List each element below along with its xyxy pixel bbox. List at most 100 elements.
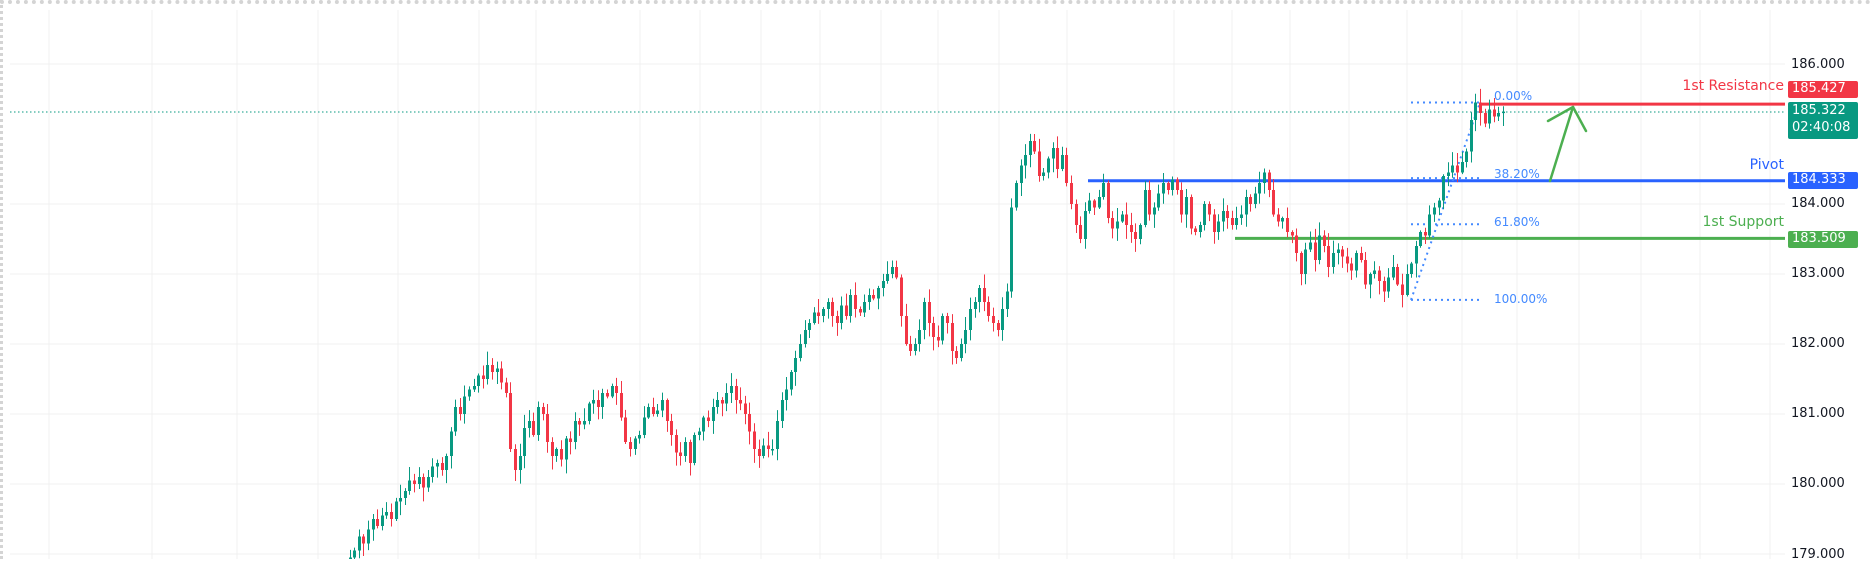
fibonacci-retracement[interactable] — [1410, 101, 1481, 301]
candle-body — [767, 445, 770, 449]
candle-body — [1378, 270, 1381, 281]
candle-body — [569, 438, 572, 442]
candle-body — [431, 466, 434, 477]
candle-body — [1148, 190, 1151, 215]
candle-body — [1277, 214, 1280, 222]
candle-body — [974, 302, 977, 309]
candle-body — [794, 358, 797, 372]
candle-body — [813, 312, 816, 323]
candle-body — [459, 407, 462, 414]
candle-body — [804, 330, 807, 344]
candle-body — [771, 449, 774, 451]
candle-body — [491, 365, 494, 372]
candle-body — [1107, 183, 1110, 218]
grid — [10, 10, 1785, 559]
candle-body — [675, 435, 678, 453]
candle-body — [647, 407, 650, 418]
candle-body — [1042, 172, 1045, 176]
candle-body — [629, 442, 632, 449]
candle-body — [1272, 190, 1275, 215]
countdown-timer: 02:40:08 — [1792, 120, 1851, 135]
candle-body — [849, 295, 852, 316]
candle-body — [905, 316, 908, 344]
level-lines — [10, 102, 1785, 240]
candle-body — [1332, 253, 1335, 267]
candle-body — [463, 396, 466, 414]
candle-body — [376, 519, 379, 526]
candle-body — [661, 400, 664, 411]
candle-body — [1341, 249, 1344, 257]
candle-body — [1208, 204, 1211, 215]
candle-body — [615, 386, 618, 393]
candle-body — [1318, 235, 1321, 260]
candle-body — [721, 400, 724, 404]
candle-body — [872, 295, 875, 299]
candle-body — [1369, 274, 1372, 285]
candle-body — [436, 463, 439, 467]
candle-body — [781, 400, 784, 421]
candle-body — [817, 312, 820, 316]
arrow-annotation[interactable] — [1546, 105, 1588, 183]
candle-body — [1075, 204, 1078, 225]
candle-body — [408, 480, 411, 491]
candle-body — [1497, 113, 1500, 117]
candle-body — [725, 393, 728, 404]
candle-body — [1401, 284, 1404, 295]
candle-body — [349, 557, 352, 559]
candle-body — [1217, 221, 1220, 232]
candle-body — [1479, 102, 1482, 113]
candle-body — [845, 305, 848, 316]
candle-body — [748, 414, 751, 432]
candle-body — [978, 288, 981, 302]
candle-body — [1447, 172, 1450, 176]
candle-body — [987, 302, 990, 316]
candle-body — [1061, 155, 1064, 169]
candle-body — [597, 400, 600, 407]
candle-body — [560, 449, 563, 460]
resistance-price-tag: 185.427 — [1788, 81, 1858, 98]
candle-body — [1116, 221, 1119, 229]
candle-body — [1392, 267, 1395, 278]
candle-body — [624, 417, 627, 442]
candle-body — [698, 431, 701, 435]
candle-body — [1139, 225, 1142, 239]
candle-body — [1465, 151, 1468, 162]
candle-body — [1451, 165, 1454, 173]
candle-body — [670, 421, 673, 435]
candle-body — [1176, 179, 1179, 190]
candle-body — [891, 267, 894, 274]
candle-body — [1033, 141, 1036, 152]
candle-body — [1102, 183, 1105, 197]
candle-body — [960, 344, 963, 358]
candle-body — [854, 295, 857, 309]
candle-body — [634, 438, 637, 449]
candle-body — [1185, 197, 1188, 215]
candle-body — [689, 442, 692, 463]
candle-body — [840, 305, 843, 323]
candle-body — [1162, 183, 1165, 194]
fib-label-38: 38.20% — [1494, 167, 1540, 181]
candle-body — [1038, 151, 1041, 176]
fib-trend-line — [1410, 102, 1481, 301]
candle-body — [1093, 200, 1096, 208]
candle-body — [1300, 253, 1303, 274]
candle-body — [997, 323, 1000, 330]
candle-body — [362, 536, 365, 544]
candle-body — [418, 477, 421, 484]
candle-body — [1070, 183, 1073, 204]
candle-body — [1121, 214, 1124, 222]
candle-body — [1304, 249, 1307, 274]
candle-body — [785, 389, 788, 400]
candle-body — [1350, 263, 1353, 271]
candle-body — [735, 386, 738, 400]
candle-body — [1438, 200, 1441, 208]
candle-body — [601, 393, 604, 407]
candle-body — [1015, 183, 1018, 208]
pivot-label: Pivot — [1749, 157, 1784, 173]
candle-body — [1001, 309, 1004, 330]
candle-body — [1433, 207, 1436, 215]
support-label: 1st Support — [1702, 214, 1784, 230]
candle-body — [730, 386, 733, 393]
